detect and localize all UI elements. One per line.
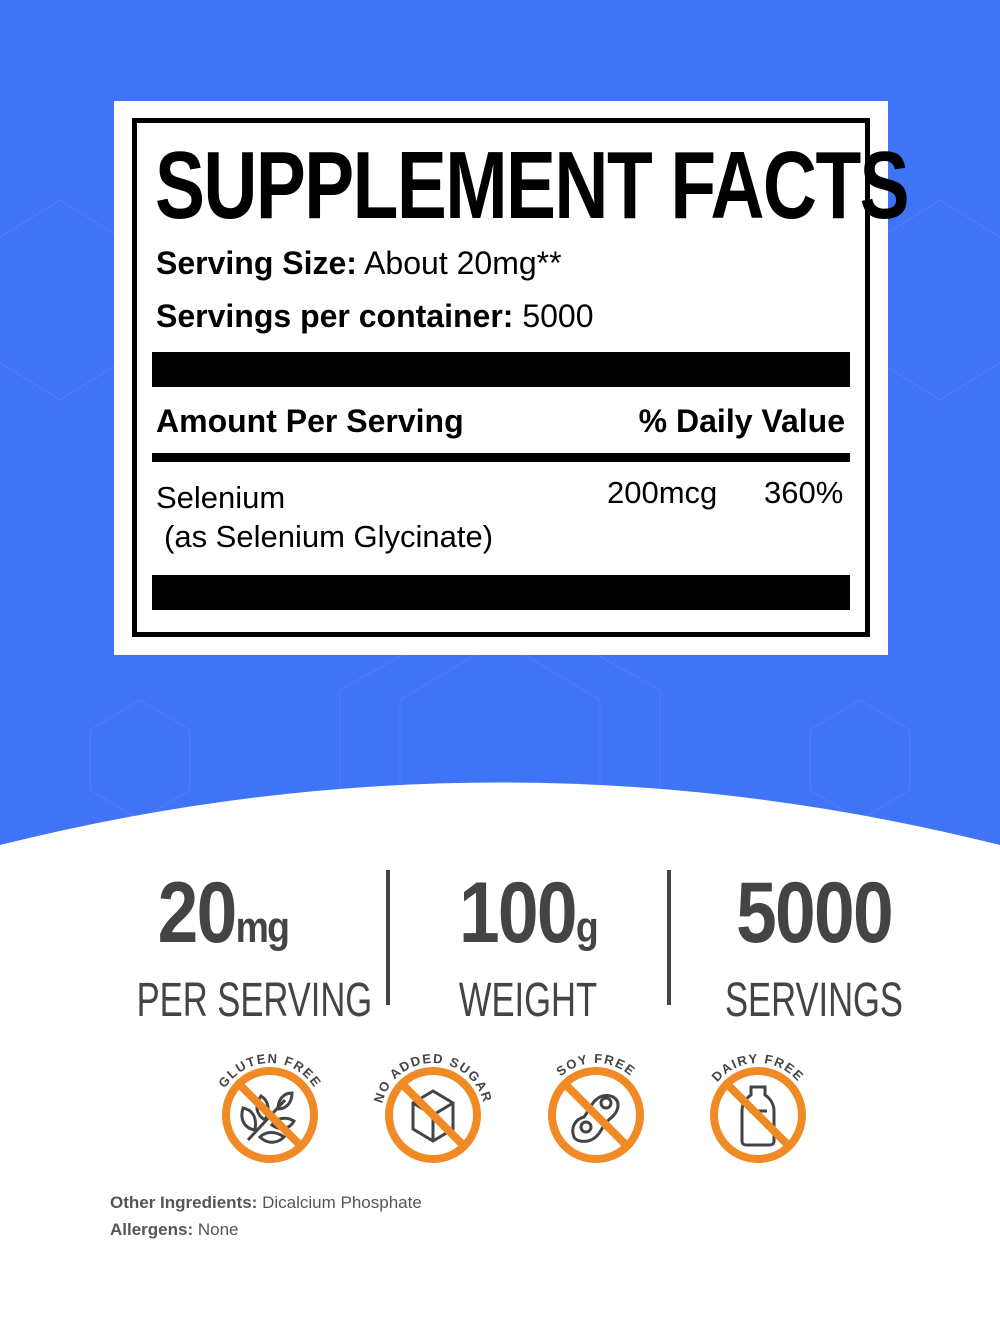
prohibition-circle-icon: [222, 1067, 318, 1163]
dv-header: % Daily Value: [638, 403, 845, 439]
stat-label: SERVINGS: [725, 974, 903, 1027]
stat-divider: [386, 870, 390, 1005]
servings-label: Servings per container:: [156, 298, 514, 334]
prohibition-slash: [724, 1081, 792, 1149]
serving-size: Serving Size: About 20mg**: [156, 245, 562, 282]
facts-title: SUPPLEMENT FACTS: [155, 132, 910, 239]
allergens: Allergens: None: [110, 1220, 239, 1240]
ingredient-dv: 360%: [764, 475, 844, 510]
badge-soy-free: SOY FREE: [531, 1040, 661, 1170]
thick-divider: [152, 352, 850, 387]
stat-per-serving: 20mg PER SERVING: [103, 870, 373, 1031]
stat-label: PER SERVING: [136, 974, 373, 1027]
stat-value: 100: [458, 865, 578, 961]
prohibition-circle-icon: [385, 1067, 481, 1163]
prohibition-circle-icon: [548, 1067, 644, 1163]
ingredient-name: Selenium: [156, 480, 286, 515]
badge-dairy-free: DAIRY FREE: [693, 1040, 823, 1170]
ingredient-form: (as Selenium Glycinate): [164, 519, 494, 554]
stat-weight: 100g WEIGHT: [408, 870, 648, 1031]
soybean-icon: [571, 1093, 620, 1143]
medium-divider: [152, 453, 850, 462]
prohibition-slash: [562, 1081, 630, 1149]
servings-per-container: Servings per container: 5000: [156, 298, 594, 335]
prohibition-circle-icon: [710, 1067, 806, 1163]
prohibition-slash: [236, 1081, 304, 1149]
facts-border: SUPPLEMENT FACTS Serving Size: About 20m…: [132, 118, 910, 637]
serving-size-value: About 20mg**: [364, 245, 562, 281]
stat-divider: [667, 870, 671, 1005]
badge-no-added-sugar: NO ADDED SUGAR: [368, 1040, 498, 1170]
stat-servings: 5000 SERVINGS: [684, 870, 944, 1031]
ingredient-amount: 200mcg: [607, 475, 718, 510]
amount-header: Amount Per Serving: [156, 403, 464, 439]
stat-unit: mg: [235, 903, 290, 952]
serving-size-label: Serving Size:: [156, 245, 357, 281]
allergens-value: None: [197, 1220, 239, 1239]
supplement-facts-panel: SUPPLEMENT FACTS Serving Size: About 20m…: [114, 101, 910, 655]
stat-value: 20: [157, 865, 238, 961]
bottom-divider: [152, 575, 850, 610]
other-ingredients: Other Ingredients: Dicalcium Phosphate: [110, 1193, 422, 1213]
stat-unit: g: [575, 903, 599, 952]
servings-value: 5000: [522, 298, 594, 334]
stat-label: WEIGHT: [458, 974, 598, 1027]
badge-gluten-free: GLUTEN FREE: [205, 1040, 335, 1170]
stat-value: 5000: [736, 865, 894, 961]
other-ingredients-value: Dicalcium Phosphate: [262, 1193, 422, 1212]
prohibition-slash: [399, 1081, 467, 1149]
allergens-label: Allergens:: [110, 1220, 194, 1239]
other-ingredients-label: Other Ingredients:: [110, 1193, 258, 1212]
